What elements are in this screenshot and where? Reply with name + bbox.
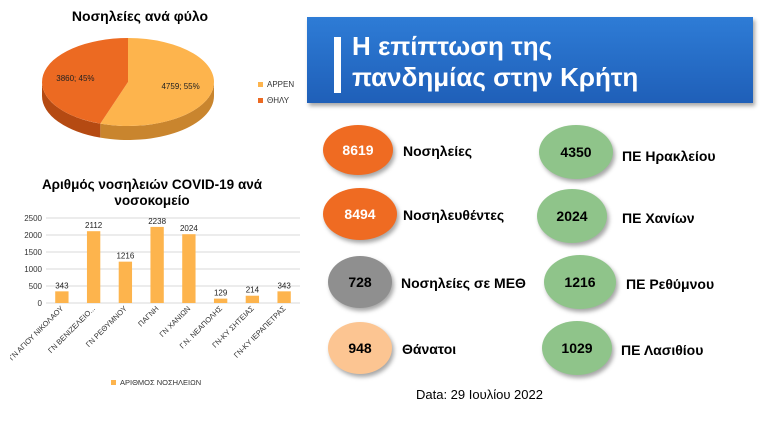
stat-oval-deaths: 948 <box>328 322 392 374</box>
stat-label-hospitalizations: Νοσηλείες <box>403 143 473 159</box>
bar-ytick-label: 2000 <box>24 231 42 240</box>
stat-oval-rethymno: 1216 <box>544 255 616 309</box>
bar-data-label: 129 <box>214 289 228 298</box>
title-banner: Η επίπτωση της πανδημίας στην Κρήτη <box>307 17 753 103</box>
stat-oval-hospitalizations: 8619 <box>323 125 393 175</box>
pie-side-0 <box>100 82 214 140</box>
bar-chart: 0 500 1000 1500 2000 2500 343 ΓΝ ΑΓΙΟΥ ΝΙΚΟΛΑΟΥ… <box>10 214 300 387</box>
bar-7 <box>277 291 291 303</box>
bar-3 <box>150 226 164 303</box>
data-date: Data: 29 Ιουλίου 2022 <box>416 387 543 402</box>
legend-label-female: ΘΗΛΥ <box>267 96 290 105</box>
stat-oval-hospitalized: 8494 <box>323 188 397 240</box>
banner-title-line1: Η επίπτωση της <box>352 31 553 61</box>
banner-title-line2: πανδημίας στην Κρήτη <box>352 62 639 92</box>
bar-ytick-label: 500 <box>29 282 43 291</box>
pie-chart: 4759; 55% 3860; 45% <box>42 38 214 140</box>
bar-1 <box>86 231 101 303</box>
pie-legend: ΑΡΡΕΝ ΘΗΛΥ <box>258 80 294 112</box>
stat-label-heraklion: ΠΕ Ηρακλείου <box>622 148 716 164</box>
stat-label-hospitalized: Νοσηλευθέντες <box>403 207 505 223</box>
pie-slice-ΘΗΛΥ <box>42 38 128 124</box>
stat-oval-chania: 2024 <box>537 189 607 243</box>
bar-data-label: 1216 <box>116 252 134 261</box>
bar-category-label: ΓΝ ΑΓΙΟΥ ΝΙΚΟΛΑΟΥ <box>10 304 65 362</box>
stat-oval-heraklion: 4350 <box>539 125 613 179</box>
bar-data-label: 2112 <box>85 221 103 230</box>
stat-label-lasithi: ΠΕ Λασιθίου <box>621 342 704 358</box>
pie-data-label-0: 4759; 55% <box>161 82 199 91</box>
stat-label-icu: Νοσηλείες σε ΜΕΘ <box>401 275 526 291</box>
stat-oval-lasithi: 1029 <box>542 321 612 375</box>
legend-item-male: ΑΡΡΕΝ <box>258 80 294 89</box>
pie-slice-ΑΡΡΕΝ <box>100 38 214 126</box>
bar-data-label: 2238 <box>148 217 166 226</box>
bar-chart-title: Αριθμός νοσηλειών COVID-19 ανά νοσοκομεί… <box>41 177 263 208</box>
pie-data-label-1: 3860; 45% <box>56 74 94 83</box>
bar-data-label: 343 <box>55 281 69 290</box>
bar-category-label: ΠΑΓΝΗ <box>136 304 160 328</box>
bar-legend-label: ΑΡΙΘΜΟΣ ΝΟΣΗΛΕΙΩΝ <box>120 378 201 387</box>
legend-swatch-male <box>258 82 263 87</box>
bar-2 <box>118 261 133 303</box>
legend-label-male: ΑΡΡΕΝ <box>267 80 295 89</box>
bar-0 <box>55 291 69 303</box>
bar-ytick-label: 0 <box>38 299 43 308</box>
bar-legend-swatch <box>111 380 116 385</box>
banner-title: Η επίπτωση της πανδημίας στην Κρήτη <box>352 31 638 93</box>
pie-chart-title: Νοσηλείες ανά φύλο <box>71 8 209 24</box>
bar-ytick-label: 1000 <box>24 265 42 274</box>
bar-4 <box>182 234 196 303</box>
bar-data-label: 343 <box>277 281 291 290</box>
bar-ytick-label: 1500 <box>24 248 42 257</box>
stat-oval-icu: 728 <box>328 256 392 308</box>
bar-6 <box>245 295 260 303</box>
pie-side-1 <box>42 82 101 138</box>
bar-data-label: 214 <box>246 286 260 295</box>
bar-ytick-label: 2500 <box>24 214 42 223</box>
stat-label-rethymno: ΠΕ Ρεθύμνου <box>626 276 715 292</box>
stat-label-deaths: Θάνατοι <box>402 341 457 357</box>
legend-item-female: ΘΗΛΥ <box>258 96 294 105</box>
bar-data-label: 2024 <box>180 224 198 233</box>
banner-stripe <box>334 37 341 93</box>
bar-5 <box>213 298 228 303</box>
stat-label-chania: ΠΕ Χανίων <box>622 210 695 226</box>
legend-swatch-female <box>258 98 263 103</box>
